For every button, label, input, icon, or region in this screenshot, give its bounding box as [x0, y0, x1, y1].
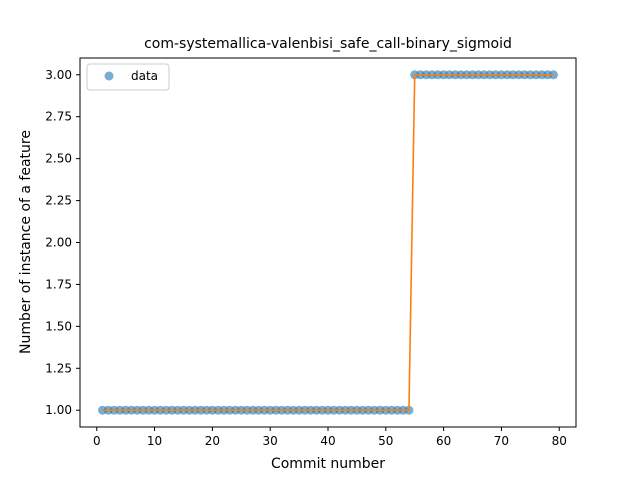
x-tick-label: 0 [93, 434, 101, 448]
x-tick-label: 50 [378, 434, 393, 448]
y-tick-label: 3.00 [45, 68, 72, 82]
legend: data [86, 63, 170, 91]
x-tick-label: 60 [436, 434, 451, 448]
y-tick-label: 2.00 [45, 236, 72, 250]
x-tick-label: 80 [552, 434, 567, 448]
y-tick-label: 2.25 [45, 194, 72, 208]
fit-line [102, 73, 554, 412]
x-tick-label: 70 [494, 434, 509, 448]
y-tick-label: 2.75 [45, 110, 72, 124]
legend-box [86, 63, 170, 91]
y-tick-label: 1.00 [45, 403, 72, 417]
legend-label-data: data [131, 69, 158, 83]
axes-frame [79, 57, 577, 428]
x-tick-label: 20 [205, 434, 220, 448]
y-axis: 1.00 1.25 1.50 1.75 2.00 2.25 2.50 2.75 3.00 [45, 68, 80, 417]
x-tick-label: 40 [320, 434, 335, 448]
y-tick-label: 2.50 [45, 152, 72, 166]
y-tick-label: 1.75 [45, 277, 72, 291]
chart-title: com-systemallica-valenbisi_safe_call-bin… [144, 36, 512, 52]
x-axis: 0 10 20 30 40 50 60 70 80 [93, 427, 567, 448]
x-tick-label: 10 [147, 434, 162, 448]
y-axis-title: Number of instance of a feature [18, 130, 34, 354]
y-tick-label: 1.50 [45, 319, 72, 333]
y-tick-label: 1.25 [45, 361, 72, 375]
plot-area [98, 70, 558, 415]
legend-marker-data [104, 71, 114, 81]
x-tick-label: 30 [263, 434, 278, 448]
x-axis-title: Commit number [271, 456, 385, 472]
